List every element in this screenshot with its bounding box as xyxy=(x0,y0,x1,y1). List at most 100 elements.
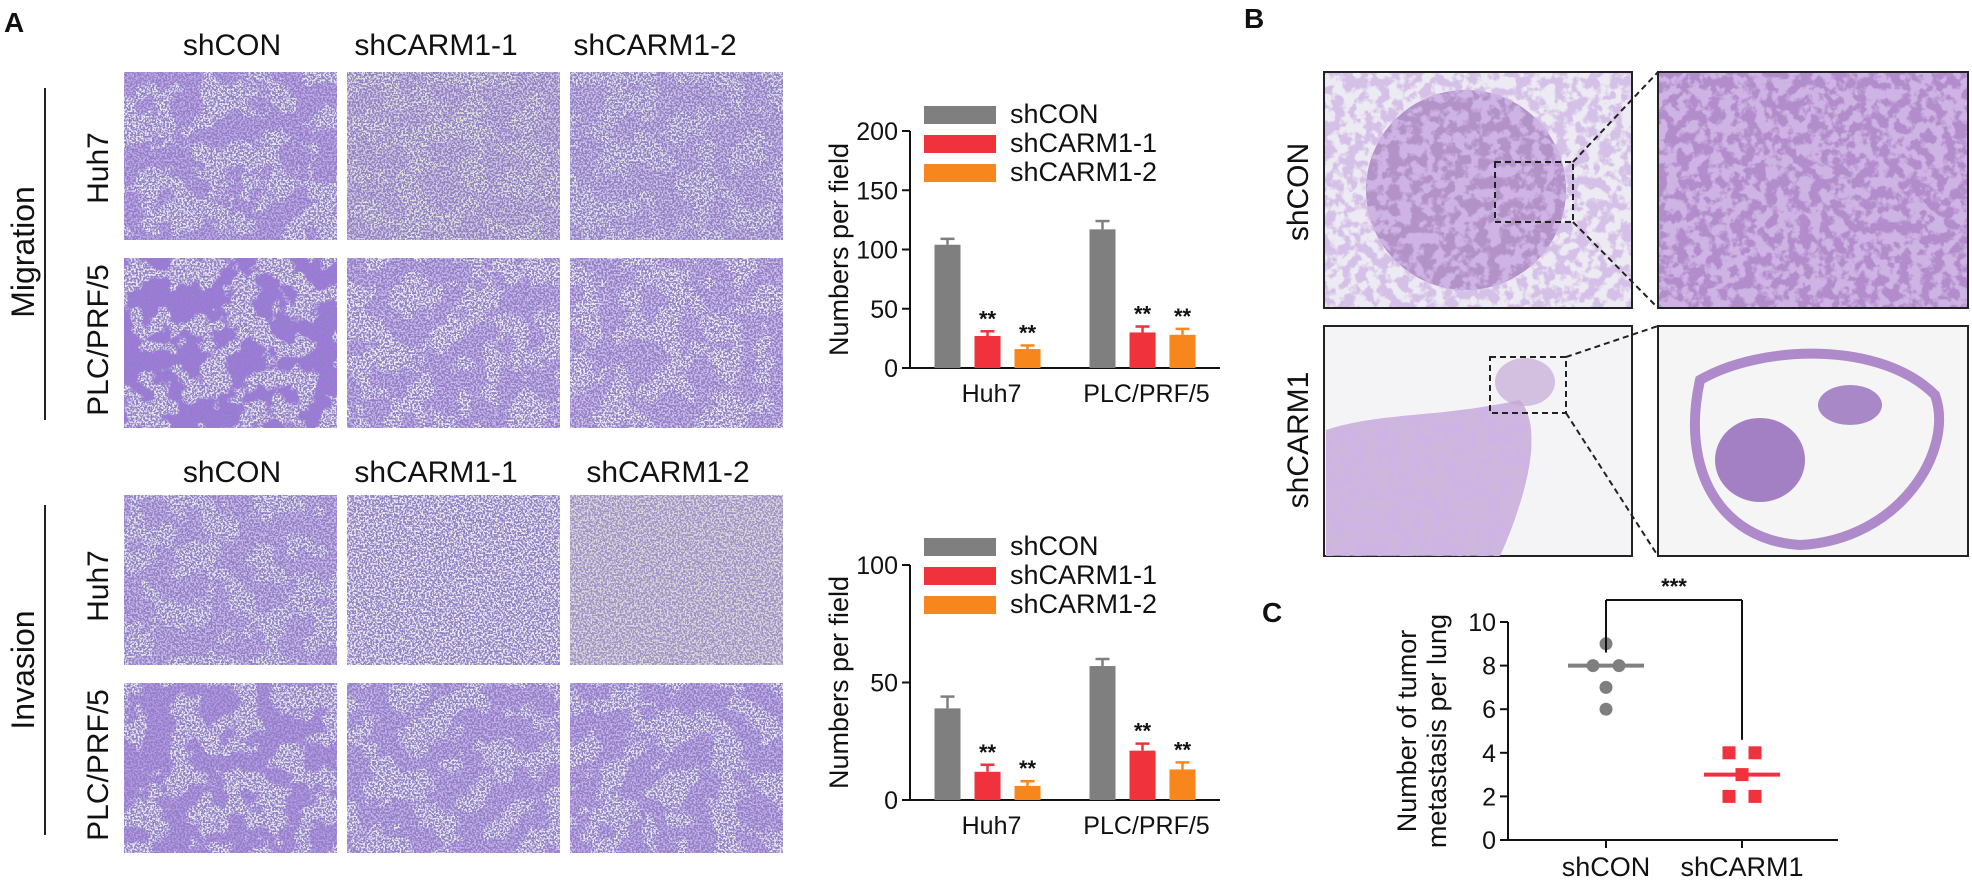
panel-letter-a: A xyxy=(4,7,24,38)
significance-label: ** xyxy=(1174,304,1192,329)
migration-section: Migration shCON shCARM1-1 shCARM1-2 Huh7… xyxy=(5,29,737,420)
histology-row-header-shcon: shCON xyxy=(1282,143,1315,241)
migration-col-header-1: shCON xyxy=(183,29,281,62)
y-tick-label: 0 xyxy=(884,355,898,383)
zoom-line-shcarm1-bottom xyxy=(1565,412,1659,557)
data-point xyxy=(1599,680,1613,694)
histology-shcon-overview xyxy=(1323,71,1633,309)
y-axis-label-line-1: Number of tumor xyxy=(1392,630,1422,833)
legend-swatch xyxy=(924,164,996,182)
data-point xyxy=(1722,789,1736,803)
bar xyxy=(1169,769,1196,800)
y-tick-label: 50 xyxy=(870,296,898,324)
histology-shcarm1-overview xyxy=(1323,325,1633,557)
y-tick-label: 6 xyxy=(1482,696,1496,724)
zoom-line-shcon-bottom xyxy=(1572,221,1659,309)
micrograph-invasion-plc-shcarm1-1 xyxy=(347,683,560,853)
significance-label: ** xyxy=(1174,737,1192,762)
micrograph-migration-huh7-shcarm1-2 xyxy=(570,72,783,240)
legend-label: shCON xyxy=(1010,531,1099,561)
bar xyxy=(934,244,961,368)
significance-label: ** xyxy=(1134,719,1152,744)
histology-shcon-zoom xyxy=(1657,71,1969,309)
y-tick-label: 100 xyxy=(856,237,898,265)
y-tick-label: 10 xyxy=(1468,609,1496,637)
legend-label: shCARM1-2 xyxy=(1010,589,1157,619)
bar xyxy=(974,771,1001,800)
bar xyxy=(1014,785,1041,800)
y-tick-label: 200 xyxy=(856,118,898,146)
significance-label: ** xyxy=(1134,302,1152,327)
micrograph-invasion-plc-shcon xyxy=(124,683,337,853)
inset-box-shcarm1 xyxy=(1489,356,1567,414)
zoom-line-shcon-top xyxy=(1572,71,1659,163)
legend-label: shCARM1-1 xyxy=(1010,128,1157,158)
x-tick-label: PLC/PRF/5 xyxy=(1083,380,1209,408)
invasion-row-header-plc: PLC/PRF/5 xyxy=(82,689,115,841)
histology-shcarm1-zoom xyxy=(1657,325,1969,557)
micrograph-migration-huh7-shcarm1-1 xyxy=(347,72,560,240)
bar xyxy=(974,336,1001,368)
legend-swatch xyxy=(924,596,996,614)
micrograph-migration-huh7-shcon xyxy=(124,72,337,240)
bar xyxy=(934,708,961,800)
bar xyxy=(1089,666,1116,800)
data-point xyxy=(1748,789,1762,803)
significance-label: *** xyxy=(1661,574,1687,599)
micrograph-invasion-huh7-shcarm1-2 xyxy=(570,495,783,665)
histology-row-header-shcarm1: shCARM1 xyxy=(1282,372,1315,509)
invasion-micrographs xyxy=(124,495,783,853)
y-tick-label: 2 xyxy=(1482,783,1496,811)
bar xyxy=(1129,750,1156,800)
y-tick-label: 0 xyxy=(1482,827,1496,855)
data-point xyxy=(1722,746,1736,760)
micrograph-invasion-plc-shcarm1-2 xyxy=(570,683,783,853)
significance-label: ** xyxy=(1019,320,1037,345)
legend-label: shCARM1-2 xyxy=(1010,157,1157,187)
y-axis-label: Numbers per field xyxy=(824,143,854,356)
bar xyxy=(1089,229,1116,368)
y-tick-label: 4 xyxy=(1482,740,1496,768)
legend-swatch xyxy=(924,106,996,124)
y-tick-label: 0 xyxy=(884,787,898,815)
chart-metastasis: 0 2 4 6 8 10 Number of tumor metastasis per lun… xyxy=(1392,574,1838,882)
migration-col-header-3: shCARM1-2 xyxy=(573,29,736,62)
inset-box-shcon xyxy=(1494,161,1574,223)
y-axis-label-line-2: metastasis per lung xyxy=(1422,614,1452,848)
x-tick-label: shCON xyxy=(1562,852,1651,882)
x-tick-label: Huh7 xyxy=(962,812,1022,840)
invasion-section: Invasion shCON shCARM1-1 shCARM1-2 Huh7 … xyxy=(5,456,750,841)
invasion-col-header-3: shCARM1-2 xyxy=(586,456,749,489)
significance-label: ** xyxy=(1019,756,1037,781)
legend-swatch xyxy=(924,538,996,556)
micrograph-invasion-huh7-shcarm1-1 xyxy=(347,495,560,665)
bar xyxy=(1129,332,1156,368)
migration-row-header-plc: PLC/PRF/5 xyxy=(82,264,115,416)
x-tick-label: Huh7 xyxy=(962,380,1022,408)
migration-micrographs xyxy=(124,72,783,428)
significance-label: ** xyxy=(979,306,997,331)
micrograph-migration-plc-shcarm1-1 xyxy=(347,258,560,428)
legend-label: shCON xyxy=(1010,99,1099,129)
micrograph-invasion-huh7-shcon xyxy=(124,495,337,665)
invasion-row-header-huh7: Huh7 xyxy=(82,550,115,622)
y-axis-label: Numbers per field xyxy=(824,576,854,789)
legend-swatch xyxy=(924,135,996,153)
invasion-col-header-2: shCARM1-1 xyxy=(354,456,517,489)
metastatic-focus xyxy=(1715,418,1805,502)
migration-row-header-huh7: Huh7 xyxy=(82,132,115,204)
y-tick-label: 150 xyxy=(856,177,898,205)
bar xyxy=(1169,334,1196,368)
panel-letter-b: B xyxy=(1244,3,1264,34)
migration-col-header-2: shCARM1-1 xyxy=(354,29,517,62)
panel-letter-c: C xyxy=(1262,597,1282,628)
y-tick-label: 100 xyxy=(856,552,898,580)
zoom-line-shcarm1-top xyxy=(1565,325,1659,358)
x-tick-label: PLC/PRF/5 xyxy=(1083,812,1209,840)
bar xyxy=(1014,349,1041,368)
invasion-title: Invasion xyxy=(5,610,41,729)
data-point xyxy=(1748,746,1762,760)
data-point xyxy=(1599,702,1613,716)
significance-label: ** xyxy=(979,740,997,765)
